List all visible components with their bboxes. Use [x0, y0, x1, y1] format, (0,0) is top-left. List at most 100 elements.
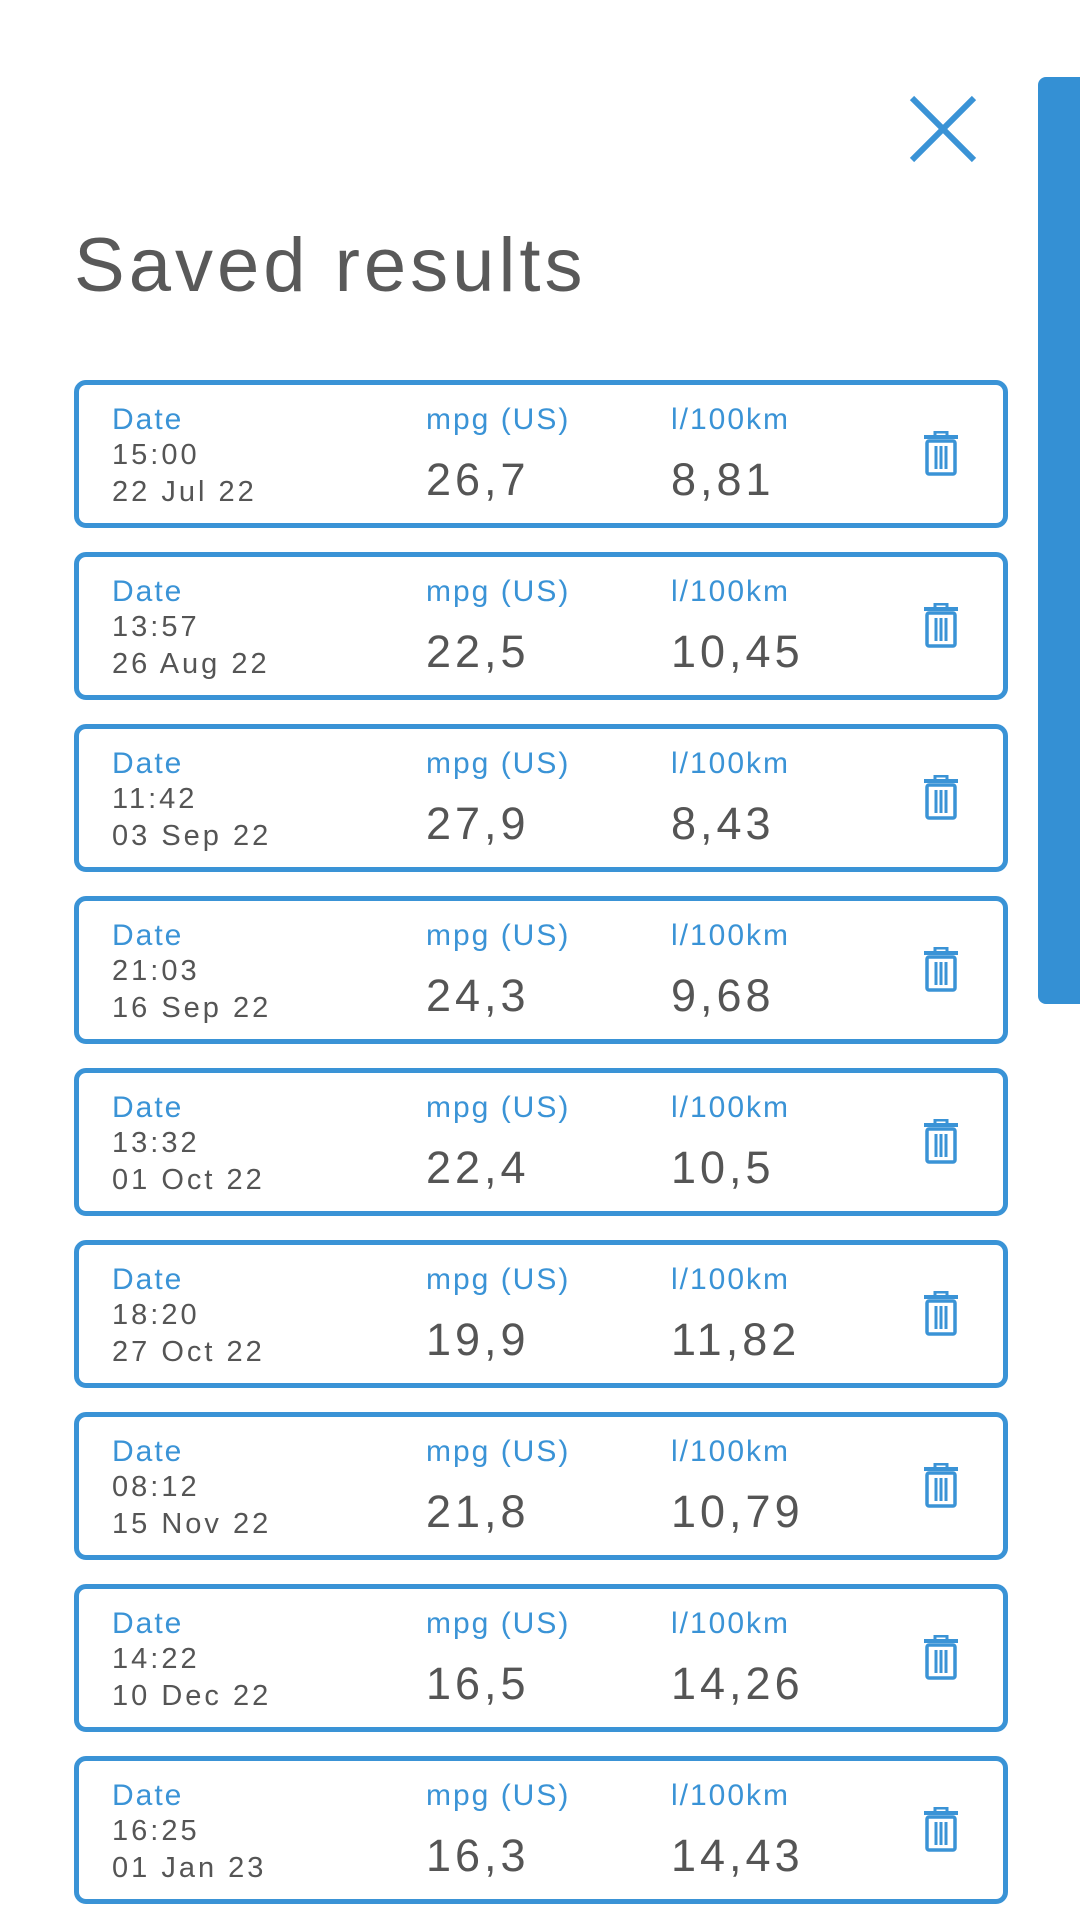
- date-label: Date: [112, 575, 184, 608]
- trash-icon: [924, 946, 958, 992]
- saved-results-list: Date 15:00 22 Jul 22 mpg (US) 26,7 l/100…: [74, 380, 1008, 1920]
- mpg-value: 21,8: [426, 1486, 530, 1537]
- mpg-label: mpg (US): [426, 1263, 571, 1296]
- delete-result-button[interactable]: [923, 774, 959, 820]
- l100km-value: 14,26: [671, 1658, 804, 1709]
- mpg-value: 22,4: [426, 1142, 530, 1193]
- result-date: 16 Sep 22: [112, 992, 272, 1024]
- date-column: Date 15:00 22 Jul 22: [112, 403, 257, 511]
- mpg-label: mpg (US): [426, 1779, 571, 1812]
- mpg-value: 26,7: [426, 454, 530, 505]
- date-label: Date: [112, 747, 184, 780]
- result-card: Date 21:03 16 Sep 22 mpg (US) 24,3 l/100…: [74, 896, 1008, 1044]
- mpg-column: mpg (US) 27,9: [426, 747, 570, 850]
- delete-result-button[interactable]: [923, 946, 959, 992]
- delete-result-button[interactable]: [923, 430, 959, 476]
- result-time: 13:57: [112, 611, 200, 643]
- l100km-label: l/100km: [671, 1779, 791, 1812]
- mpg-value: 16,5: [426, 1658, 530, 1709]
- result-card: Date 13:57 26 Aug 22 mpg (US) 22,5 l/100…: [74, 552, 1008, 700]
- result-card: Date 15:00 22 Jul 22 mpg (US) 26,7 l/100…: [74, 380, 1008, 528]
- result-date: 15 Nov 22: [112, 1508, 272, 1540]
- date-label: Date: [112, 1779, 184, 1812]
- date-column: Date 14:22 10 Dec 22: [112, 1607, 271, 1715]
- date-label: Date: [112, 403, 184, 436]
- result-time: 21:03: [112, 955, 200, 987]
- mpg-label: mpg (US): [426, 575, 571, 608]
- result-date: 10 Dec 22: [112, 1680, 272, 1712]
- date-column: Date 13:32 01 Oct 22: [112, 1091, 265, 1199]
- l100km-column: l/100km 14,43: [671, 1779, 804, 1882]
- mpg-value: 19,9: [426, 1314, 530, 1365]
- date-label: Date: [112, 1263, 184, 1296]
- result-time: 14:22: [112, 1643, 200, 1675]
- l100km-value: 10,5: [671, 1142, 775, 1193]
- result-time: 11:42: [112, 783, 198, 815]
- trash-icon: [924, 602, 958, 648]
- date-label: Date: [112, 919, 184, 952]
- result-card: Date 08:12 15 Nov 22 mpg (US) 21,8 l/100…: [74, 1412, 1008, 1560]
- trash-icon: [924, 1634, 958, 1680]
- delete-result-button[interactable]: [923, 1634, 959, 1680]
- result-card: Date 13:32 01 Oct 22 mpg (US) 22,4 l/100…: [74, 1068, 1008, 1216]
- mpg-column: mpg (US) 16,3: [426, 1779, 570, 1882]
- l100km-label: l/100km: [671, 919, 791, 952]
- page-title: Saved results: [74, 223, 587, 308]
- delete-result-button[interactable]: [923, 1290, 959, 1336]
- l100km-value: 11,82: [671, 1314, 801, 1365]
- l100km-label: l/100km: [671, 1091, 791, 1124]
- l100km-value: 8,43: [671, 798, 775, 849]
- mpg-column: mpg (US) 16,5: [426, 1607, 570, 1710]
- delete-result-button[interactable]: [923, 1462, 959, 1508]
- mpg-value: 24,3: [426, 970, 530, 1021]
- mpg-label: mpg (US): [426, 919, 571, 952]
- close-icon: [909, 95, 977, 163]
- l100km-column: l/100km 8,81: [671, 403, 790, 506]
- result-time: 18:20: [112, 1299, 200, 1331]
- trash-icon: [924, 1806, 958, 1852]
- l100km-value: 14,43: [671, 1830, 804, 1881]
- result-date: 01 Jan 23: [112, 1852, 267, 1884]
- l100km-label: l/100km: [671, 1435, 791, 1468]
- mpg-column: mpg (US) 24,3: [426, 919, 570, 1022]
- date-label: Date: [112, 1607, 184, 1640]
- trash-icon: [924, 1462, 958, 1508]
- trash-icon: [924, 1290, 958, 1336]
- l100km-label: l/100km: [671, 575, 791, 608]
- l100km-column: l/100km 14,26: [671, 1607, 804, 1710]
- l100km-column: l/100km 9,68: [671, 919, 790, 1022]
- date-label: Date: [112, 1435, 184, 1468]
- result-date: 27 Oct 22: [112, 1336, 265, 1368]
- mpg-value: 22,5: [426, 626, 530, 677]
- date-column: Date 08:12 15 Nov 22: [112, 1435, 271, 1543]
- mpg-label: mpg (US): [426, 1091, 571, 1124]
- l100km-value: 10,45: [671, 626, 804, 677]
- result-date: 22 Jul 22: [112, 476, 257, 508]
- l100km-label: l/100km: [671, 747, 791, 780]
- mpg-value: 27,9: [426, 798, 530, 849]
- mpg-label: mpg (US): [426, 1435, 571, 1468]
- mpg-label: mpg (US): [426, 403, 571, 436]
- date-column: Date 13:57 26 Aug 22: [112, 575, 270, 683]
- l100km-value: 10,79: [671, 1486, 804, 1537]
- mpg-column: mpg (US) 22,5: [426, 575, 570, 678]
- mpg-value: 16,3: [426, 1830, 530, 1881]
- result-card: Date 16:25 01 Jan 23 mpg (US) 16,3 l/100…: [74, 1756, 1008, 1904]
- delete-result-button[interactable]: [923, 1118, 959, 1164]
- mpg-column: mpg (US) 26,7: [426, 403, 570, 506]
- l100km-value: 9,68: [671, 970, 775, 1021]
- scrollbar-thumb[interactable]: [1038, 77, 1080, 1004]
- date-label: Date: [112, 1091, 184, 1124]
- l100km-column: l/100km 10,5: [671, 1091, 790, 1194]
- result-date: 03 Sep 22: [112, 820, 272, 852]
- delete-result-button[interactable]: [923, 602, 959, 648]
- mpg-label: mpg (US): [426, 747, 571, 780]
- result-card: Date 18:20 27 Oct 22 mpg (US) 19,9 l/100…: [74, 1240, 1008, 1388]
- close-button[interactable]: [908, 94, 978, 164]
- result-date: 01 Oct 22: [112, 1164, 265, 1196]
- mpg-column: mpg (US) 19,9: [426, 1263, 570, 1366]
- mpg-column: mpg (US) 21,8: [426, 1435, 570, 1538]
- trash-icon: [924, 1118, 958, 1164]
- result-time: 16:25: [112, 1815, 200, 1847]
- delete-result-button[interactable]: [923, 1806, 959, 1852]
